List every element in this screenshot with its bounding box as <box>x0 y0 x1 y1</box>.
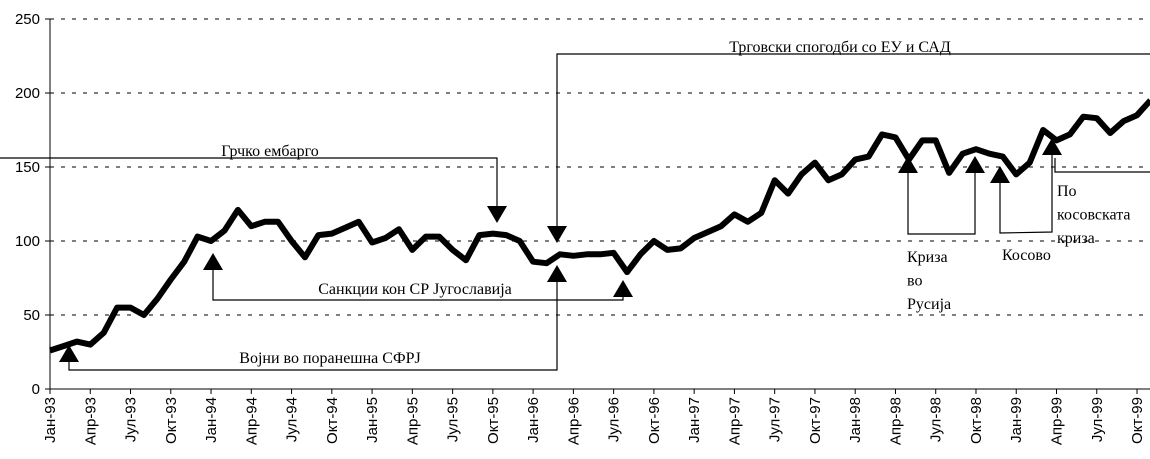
x-tick-label: Јул-94 <box>284 397 301 442</box>
bracket <box>999 155 1053 234</box>
annotation: Војни во поранешна СФРЈ <box>239 350 420 367</box>
annotation: Криза <box>907 249 948 266</box>
x-tick-label: Окт-98 <box>968 397 985 444</box>
arrow <box>203 253 223 270</box>
annotation: Грчко ембарго <box>221 143 318 160</box>
y-tick-label: 150 <box>15 159 40 176</box>
arrow <box>59 345 79 362</box>
arrow <box>965 156 985 173</box>
x-tick-label: Окт-99 <box>1129 397 1146 444</box>
x-tick-label: Јан-97 <box>686 397 703 443</box>
x-tick-label: Јул-97 <box>767 397 784 442</box>
annotation: Трговски спогодби со ЕУ и САД <box>729 39 951 56</box>
x-tick-label: Јул-98 <box>928 397 945 442</box>
x-tick-label: Апр-97 <box>726 397 743 445</box>
x-tick-label: Јан-99 <box>1008 397 1025 443</box>
x-tick-label: Апр-98 <box>887 397 904 445</box>
x-tick-label: Окт-97 <box>807 397 824 444</box>
x-tick-label: Јан-95 <box>364 397 381 443</box>
x-tick-label: Јул-95 <box>445 397 462 442</box>
y-tick-label: 50 <box>23 307 40 324</box>
annotation: Русија <box>907 296 951 313</box>
x-tick-label: Окт-94 <box>324 397 341 444</box>
annotation: во <box>907 273 922 290</box>
arrow <box>547 226 567 243</box>
x-tick-label: Јан-98 <box>847 397 864 443</box>
annotation: По <box>1057 183 1077 200</box>
x-tick-label: Јан-96 <box>525 397 542 443</box>
y-tick-label: 250 <box>15 11 40 28</box>
x-tick-label: Апр-93 <box>82 397 99 445</box>
x-tick-label: Јан-94 <box>203 397 220 443</box>
annotation: криза <box>1057 230 1095 247</box>
x-tick-label: Окт-93 <box>163 397 180 444</box>
x-tick-label: Јул-99 <box>1089 397 1106 442</box>
y-tick-label: 0 <box>32 381 40 398</box>
bracket <box>212 270 624 301</box>
annotation: Косово <box>1002 247 1051 264</box>
arrow <box>547 265 567 282</box>
arrow <box>613 280 633 297</box>
bracket <box>556 53 1150 226</box>
y-tick-label: 200 <box>15 85 40 102</box>
annotation: косовската <box>1057 207 1131 224</box>
bracket <box>907 172 976 235</box>
annotation-brackets <box>0 53 1150 371</box>
x-tick-label: Јул-96 <box>606 397 623 442</box>
x-tick-label: Апр-96 <box>565 397 582 445</box>
x-tick-label: Окт-96 <box>646 397 663 444</box>
x-tick-label: Апр-99 <box>1049 397 1066 445</box>
arrow <box>1042 138 1062 155</box>
annotation: Санкции кон СР Југославија <box>318 281 512 298</box>
y-tick-label: 100 <box>15 233 40 250</box>
x-tick-label: Јан-93 <box>42 397 59 443</box>
x-tick-label: Апр-95 <box>404 397 421 445</box>
arrow <box>487 206 507 223</box>
data-line <box>49 98 1150 354</box>
arrow <box>990 166 1010 183</box>
x-tick-label: Апр-94 <box>243 397 260 445</box>
bracket <box>1054 158 1150 173</box>
bracket <box>68 282 558 371</box>
x-tick-label: Окт-95 <box>485 397 502 444</box>
arrow <box>898 156 918 173</box>
bracket <box>0 157 498 206</box>
x-tick-label: Јул-93 <box>123 397 140 442</box>
